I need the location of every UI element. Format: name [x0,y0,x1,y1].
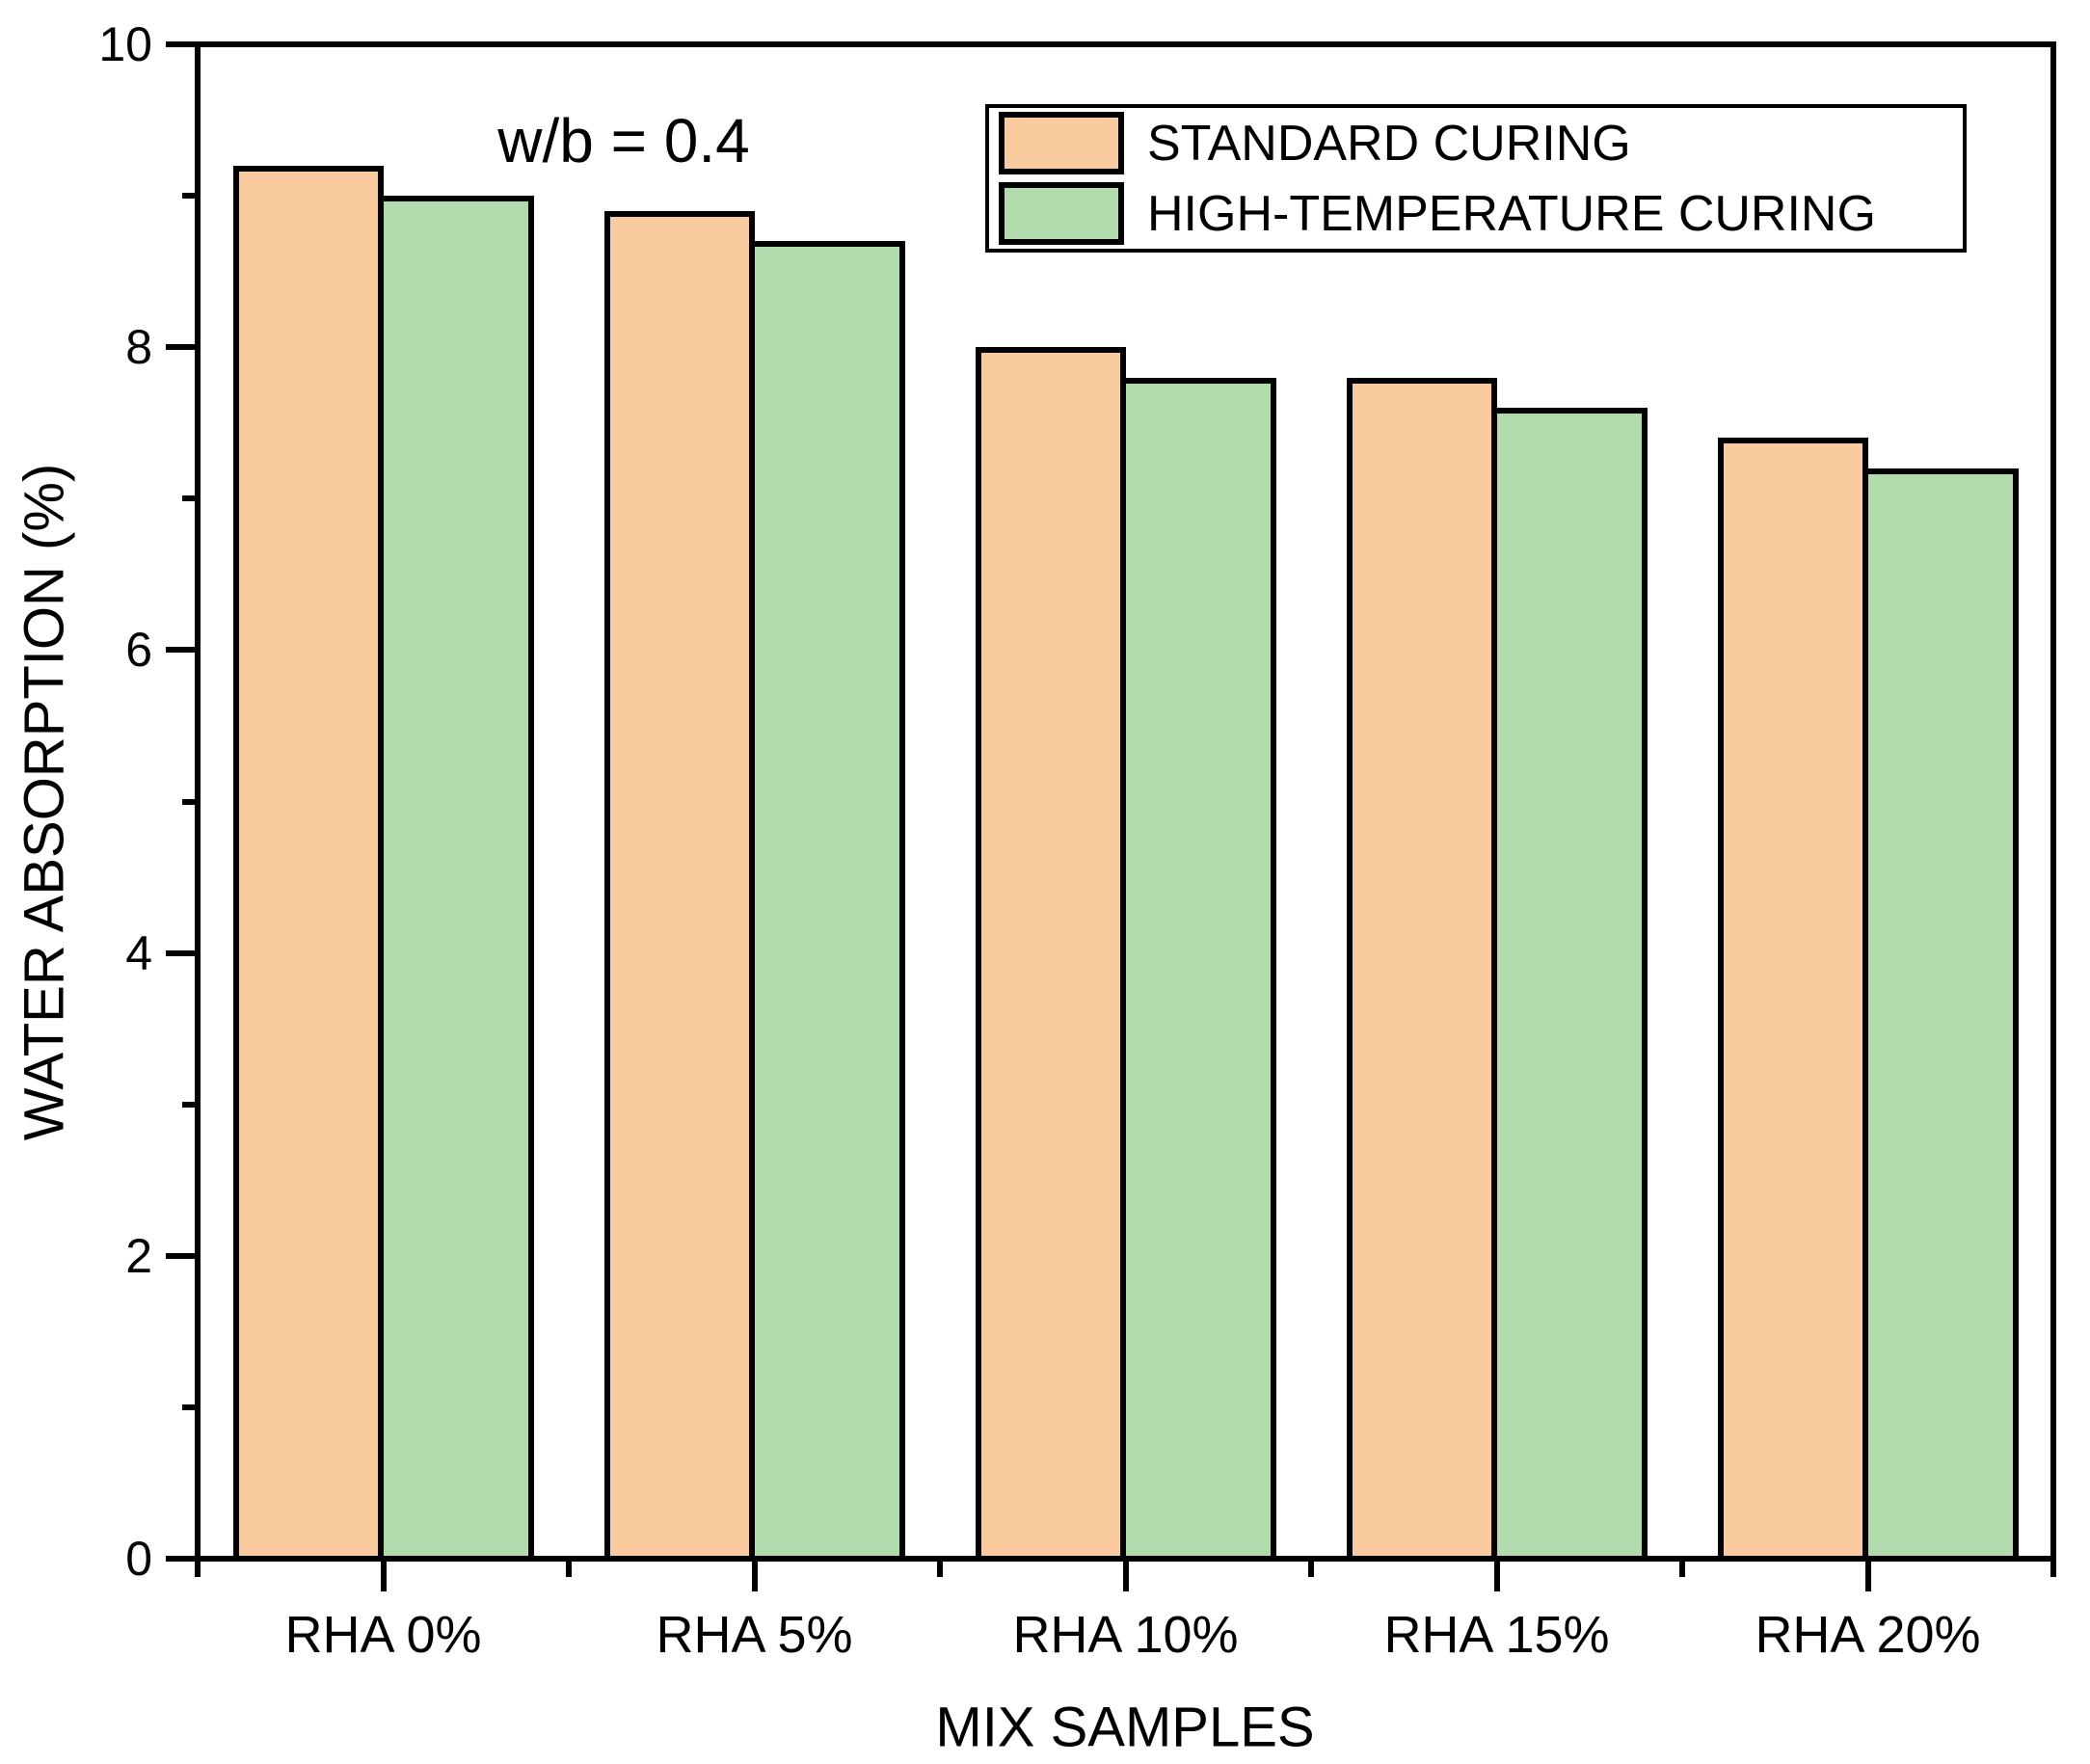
x-major-tick [751,1562,758,1591]
y-major-tick [166,41,198,47]
y-major-tick [166,949,198,956]
plot-border-right [2050,41,2056,1562]
y-tick-label: 4 [125,925,152,980]
x-category-label: RHA 15% [1383,1606,1610,1664]
bar-standard-curing-rha-0 [232,165,384,1562]
y-minor-tick [182,193,198,200]
legend-label-standard-curing: STANDARD CURING [1147,115,1631,172]
y-major-tick [166,1556,198,1562]
bar-standard-curing-rha-5 [603,210,755,1562]
x-category-label: RHA 20% [1755,1606,1981,1664]
plot-border-top [195,41,2056,47]
x-category-label: RHA 0% [284,1606,482,1664]
y-major-tick [166,1252,198,1259]
y-axis-line [195,41,201,1562]
x-axis-title: MIX SAMPLES [935,1696,1315,1759]
x-minor-tick [2050,1562,2056,1577]
y-tick-label: 8 [125,320,152,375]
x-category-label: RHA 10% [1012,1606,1239,1664]
x-major-tick [1493,1562,1500,1591]
bar-high-temperature-curing-rha-15 [1490,408,1648,1562]
y-minor-tick [182,798,198,805]
y-tick-label: 0 [125,1532,152,1586]
legend-item-standard-curing: STANDARD CURING [999,112,1631,174]
x-minor-tick [1679,1562,1685,1577]
y-minor-tick [182,1403,198,1410]
y-major-tick [166,647,198,654]
bar-standard-curing-rha-10 [975,347,1126,1562]
legend-label-high-temperature-curing: HIGH-TEMPERATURE CURING [1147,185,1876,242]
legend: STANDARD CURING HIGH-TEMPERATURE CURING [985,104,1967,253]
x-minor-tick [195,1562,201,1577]
bar-high-temperature-curing-rha-20 [1862,468,2019,1562]
wb-ratio-annotation: w/b = 0.4 [497,106,750,175]
bar-high-temperature-curing-rha-10 [1119,377,1276,1562]
legend-swatch-standard-curing [999,112,1124,174]
bar-high-temperature-curing-rha-5 [748,241,905,1562]
x-minor-tick [937,1562,943,1577]
y-major-tick [166,344,198,351]
x-major-tick [1864,1562,1871,1591]
y-tick-label: 6 [125,623,152,678]
x-minor-tick [1308,1562,1314,1577]
bar-high-temperature-curing-rha-0 [377,196,534,1562]
x-category-label: RHA 5% [656,1606,853,1664]
legend-item-high-temperature-curing: HIGH-TEMPERATURE CURING [999,182,1876,245]
y-tick-label: 2 [125,1228,152,1283]
bar-standard-curing-rha-20 [1717,438,1868,1562]
legend-swatch-high-temperature-curing [999,182,1124,245]
y-minor-tick [182,495,198,502]
y-tick-label: 10 [98,17,152,71]
x-major-tick [1122,1562,1129,1591]
x-minor-tick [566,1562,572,1577]
y-axis-title: WATER ABSORPTION (%) [13,463,76,1141]
bars-layer [198,44,2053,1562]
bar-standard-curing-rha-15 [1346,377,1497,1562]
y-minor-tick [182,1101,198,1108]
x-major-tick [380,1562,387,1591]
